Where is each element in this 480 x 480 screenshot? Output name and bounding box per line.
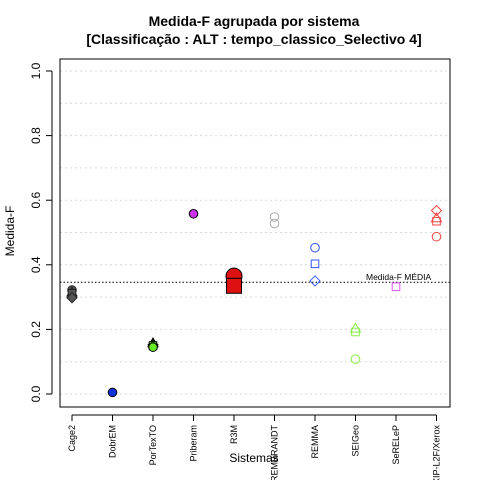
data-point	[309, 275, 321, 287]
data-point	[391, 282, 401, 292]
x-tick-label: REMMA	[310, 425, 320, 459]
x-axis: Cage2 DobrEM PorTexTO Priberam R3M REMBRANDT R…	[67, 414, 442, 480]
y-axis-label: Medida-F	[3, 206, 17, 257]
data-points	[66, 204, 443, 398]
data-point	[188, 208, 199, 219]
y-tick-label: 0.6	[29, 192, 43, 209]
x-tick-label: REMBRANDT	[270, 425, 280, 480]
chart-title-line-1: Medida-F agrupada por sistema	[149, 13, 360, 29]
chart-title-line-2: [Classificação : ALT : tempo_classico_Se…	[86, 31, 421, 47]
grid	[60, 70, 450, 395]
data-point	[430, 204, 443, 217]
x-tick-label: PorTexTO	[148, 425, 158, 465]
x-axis-label: Sistemas	[229, 451, 278, 465]
x-tick-label: SEIGeo	[351, 425, 361, 457]
x-tick-label: SeRELeP	[391, 425, 401, 465]
data-point	[269, 218, 280, 229]
y-axis: 0.0 0.2 0.4 0.6 0.8 1.0	[29, 62, 53, 402]
data-point	[431, 231, 442, 242]
data-point	[350, 354, 361, 364]
x-tick-label: Priberam	[189, 425, 199, 462]
x-tick-label: R3M	[229, 425, 239, 444]
y-tick-label: 0.8	[29, 127, 43, 144]
reference-line-group: Medida-F MÉDIA	[60, 272, 450, 283]
x-tick-label: DobrEM	[108, 425, 118, 458]
data-point	[107, 387, 118, 398]
y-tick-label: 0.2	[29, 321, 43, 338]
data-point	[351, 327, 360, 337]
plot-frame	[59, 58, 451, 408]
data-point	[310, 242, 320, 253]
x-tick-label: Cage2	[67, 425, 77, 452]
y-tick-label: 0.0	[29, 385, 43, 402]
reference-line-label: Medida-F MÉDIA	[366, 272, 432, 282]
y-tick-label: 0.4	[29, 256, 43, 273]
data-point	[310, 259, 320, 269]
data-point	[226, 277, 242, 294]
data-point	[148, 342, 158, 352]
data-point	[66, 292, 78, 304]
data-point	[432, 216, 441, 226]
data-point	[269, 212, 280, 222]
x-tick-label: XIP-L2F/Xerox	[432, 425, 442, 480]
y-tick-label: 1.0	[29, 62, 43, 79]
